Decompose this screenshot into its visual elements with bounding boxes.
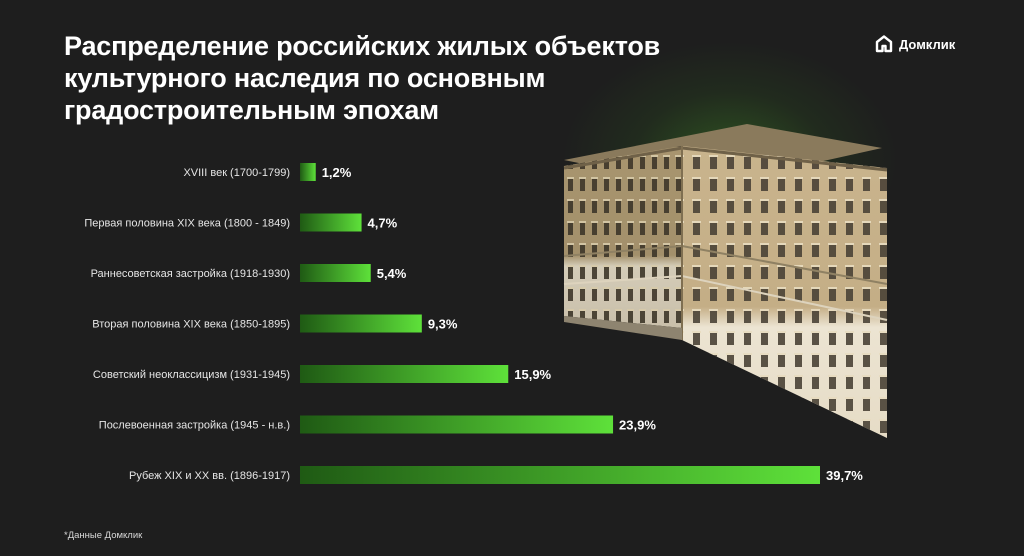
brand-logo: Домклик: [874, 34, 955, 54]
category-label: Первая половина XIX века (1800 - 1849): [84, 218, 290, 230]
bar: [300, 213, 362, 232]
value-label: 23,9%: [619, 418, 656, 433]
domclick-logo-icon: [875, 35, 893, 53]
bar: [300, 264, 371, 282]
category-label: Советский неоклассицизм (1931-1945): [93, 369, 290, 381]
footnote: *Данные Домклик: [64, 530, 143, 541]
bar: [300, 163, 316, 181]
value-label: 4,7%: [368, 216, 398, 231]
value-label: 9,3%: [428, 317, 458, 332]
bar: [300, 415, 614, 434]
category-label: Рубеж XIX и XX вв. (1896-1917): [129, 470, 290, 482]
value-label: 15,9%: [514, 367, 551, 382]
value-label: 1,2%: [322, 165, 352, 180]
value-label: 5,4%: [377, 266, 407, 281]
bar: [300, 365, 509, 383]
category-label: Раннесоветская застройка (1918-1930): [91, 268, 290, 280]
building-illustration: [563, 124, 888, 438]
chart-title: Распределение российских жилых объектов …: [64, 31, 661, 125]
value-label: 39,7%: [826, 468, 863, 483]
bar: [300, 314, 422, 333]
brand-name: Домклик: [899, 36, 956, 52]
category-label: XVIII век (1700-1799): [183, 167, 290, 179]
category-label: Вторая половина XIX века (1850-1895): [92, 319, 290, 331]
bar: [300, 466, 820, 484]
category-label: Послевоенная застройка (1945 - н.в.): [99, 420, 290, 432]
